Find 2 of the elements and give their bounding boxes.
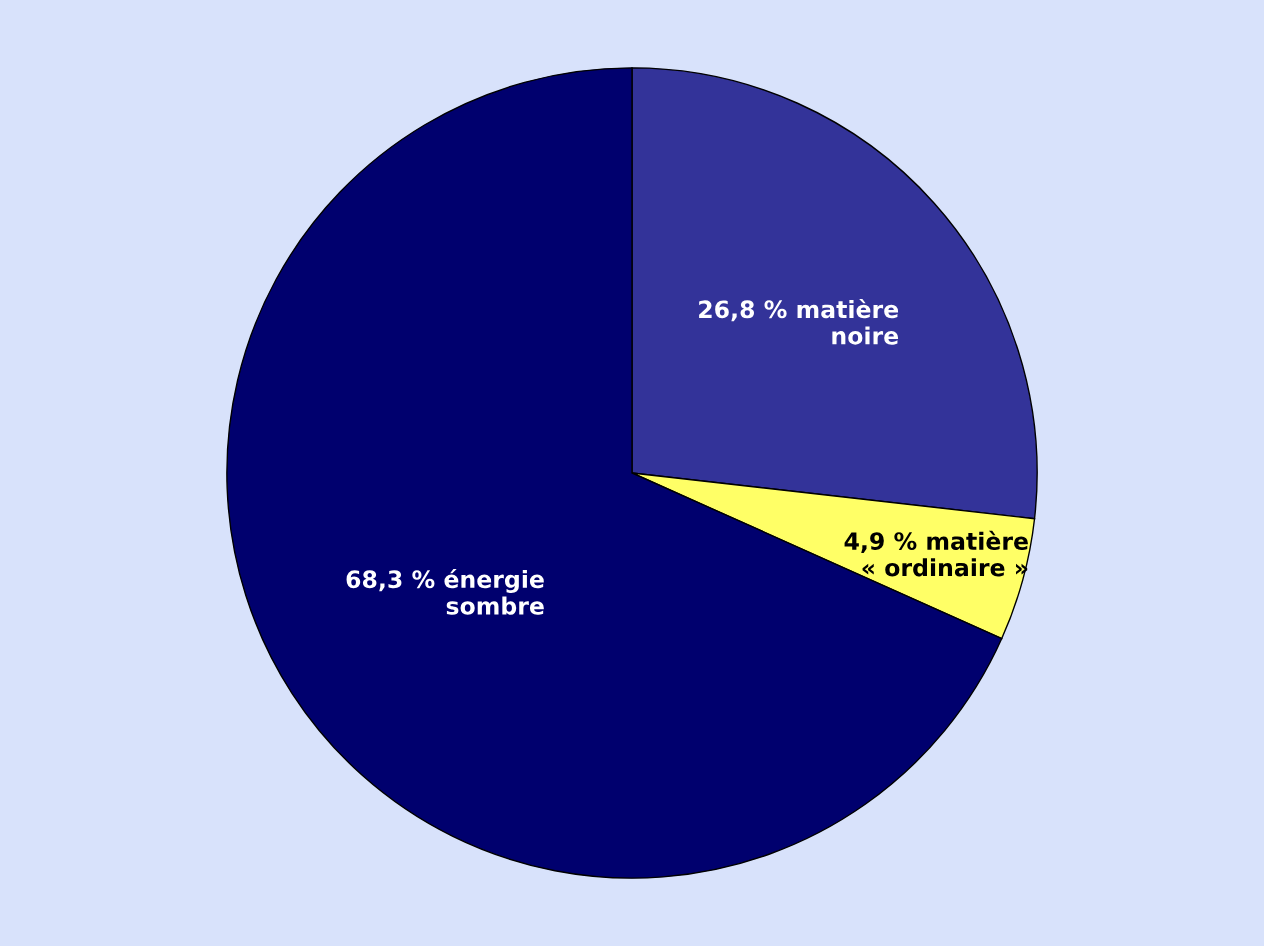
slice-label: 26,8 % matière noire [699, 299, 899, 345]
slice-label: 68,3 % énergie sombre [346, 568, 544, 615]
